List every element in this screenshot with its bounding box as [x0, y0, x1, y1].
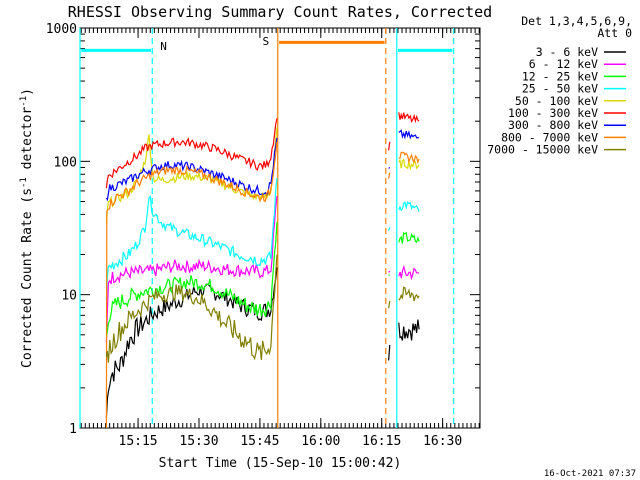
series-line-3 [105, 177, 278, 300]
x-tick-label: 16:15 [362, 434, 401, 449]
legend-entry-label: 3 - 6 keV [536, 45, 598, 59]
y-tick-label: 1000 [46, 22, 77, 37]
series-line-0 [105, 267, 278, 418]
x-tick-label: 15:30 [179, 434, 218, 449]
legend-entry-label: 300 - 800 keV [508, 118, 598, 132]
series-line-0 [388, 344, 391, 361]
series-line-5 [388, 141, 391, 151]
series-line-8 [388, 300, 391, 309]
series-line-8 [105, 254, 278, 363]
series-line-1 [388, 270, 391, 273]
legend-header-line: Det 1,3,4,5,6,9, [521, 14, 632, 28]
series-line-0 [398, 319, 420, 341]
legend-entry-label: 7000 - 15000 keV [487, 143, 598, 157]
y-tick-label: 10 [61, 289, 77, 304]
y-axis-label: Corrected Count Rate (s-1 detector-1) [19, 88, 35, 368]
series-line-1 [105, 195, 278, 343]
x-tick-label: 15:15 [119, 434, 158, 449]
series-line-3 [398, 201, 420, 212]
series-line-4 [105, 127, 278, 224]
x-tick-label: 16:30 [423, 434, 462, 449]
series-line-1 [398, 264, 420, 281]
series-line-7 [388, 172, 391, 179]
series-line-7 [105, 141, 278, 429]
series-line-6 [398, 129, 420, 140]
y-tick-label: 1 [69, 422, 77, 437]
series-line-7 [398, 151, 420, 165]
generation-timestamp: 16-Oct-2021 07:37 [544, 469, 636, 479]
x-tick-label: 15:45 [240, 434, 279, 449]
legend-entry-label: 6 - 12 keV [529, 57, 598, 71]
x-axis-label: Start Time (15-Sep-10 15:00:42) [159, 456, 402, 471]
series-line-8 [398, 286, 420, 302]
series-line-2 [105, 222, 278, 339]
plot-frame [79, 27, 481, 429]
legend-entry-label: 25 - 50 keV [522, 82, 598, 96]
series-line-6 [388, 166, 391, 169]
series-line-5 [105, 118, 278, 189]
series-line-5 [398, 112, 420, 124]
y-tick-label: 100 [54, 155, 77, 170]
chart-title: RHESSI Observing Summary Count Rates, Co… [68, 3, 492, 21]
legend-entry-label: 800 - 7000 keV [501, 130, 598, 144]
legend-entry-label: 50 - 100 keV [515, 94, 598, 108]
night-marker-label: N [160, 40, 167, 53]
legend-entry-label: 100 - 300 keV [508, 106, 598, 120]
series-line-3 [388, 227, 391, 231]
x-tick-label: 16:00 [301, 434, 340, 449]
plot-area: 1 10 100 1000 15:15 15:30 15:45 16:00 16:15 16:30… [46, 22, 481, 449]
legend-entry-label: 12 - 25 keV [522, 69, 598, 83]
legend-header-line: Att 0 [597, 26, 632, 40]
series-line-2 [398, 231, 420, 244]
series-line-6 [105, 137, 278, 202]
attenuator-marker-label: S [262, 35, 269, 48]
